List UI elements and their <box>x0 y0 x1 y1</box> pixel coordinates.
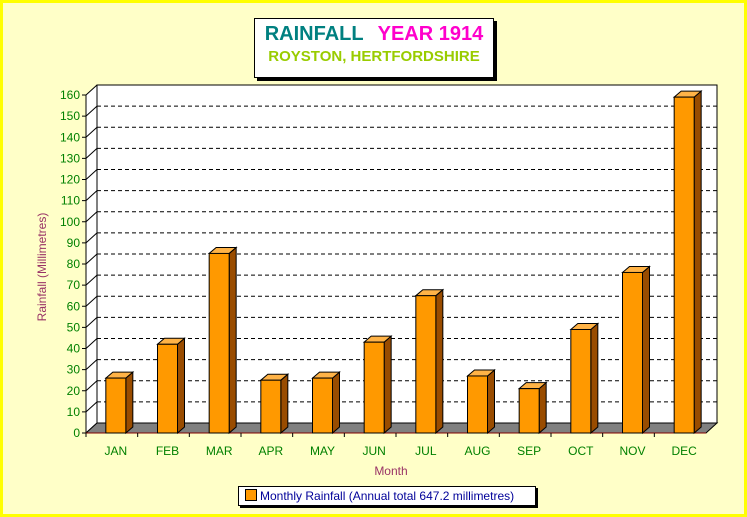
bar <box>673 96 695 434</box>
y-tick-label: 80 <box>67 257 81 271</box>
y-tick-label: 20 <box>67 384 81 398</box>
bar-side <box>590 322 599 435</box>
bar <box>105 377 127 434</box>
bar <box>570 328 592 434</box>
legend-swatch <box>245 489 257 501</box>
chart-subtitle: ROYSTON, HERTFORDSHIRE <box>268 48 480 65</box>
y-axis-title: Rainfall (Millimetres) <box>35 213 49 322</box>
wall-tick <box>85 359 98 370</box>
y-tick-label: 40 <box>67 342 81 356</box>
wall-tick <box>85 190 98 201</box>
y-tick-label: 0 <box>73 426 80 440</box>
bar <box>415 295 437 434</box>
bar-side <box>228 246 237 435</box>
wall-tick <box>85 148 98 159</box>
y-tick-label: 30 <box>67 363 81 377</box>
x-axis-title: Month <box>374 464 407 478</box>
y-tick-label: 150 <box>60 109 80 123</box>
x-tick-label: MAY <box>310 444 335 458</box>
x-tick-label: OCT <box>568 444 594 458</box>
wall-tick <box>85 338 98 349</box>
y-tick-label: 110 <box>61 194 80 208</box>
bar-side <box>487 368 495 435</box>
wall-tick <box>85 84 98 96</box>
x-tick-label: MAR <box>206 444 233 458</box>
wall-tick <box>85 401 98 413</box>
x-tick-label: JUN <box>362 444 385 458</box>
chart-title-line: RAINFALL YEAR 1914 <box>255 23 493 46</box>
bar-side <box>125 370 134 435</box>
bar <box>363 341 385 434</box>
bar <box>467 375 488 434</box>
bar <box>208 252 230 434</box>
bar <box>518 388 540 434</box>
x-tick-label: NOV <box>619 444 645 458</box>
chart-year: YEAR 1914 <box>377 23 484 45</box>
bar-side <box>435 288 444 435</box>
wall-tick <box>85 232 98 244</box>
y-tick-label: 70 <box>67 278 81 292</box>
bar-side <box>642 265 650 435</box>
bar-side <box>280 373 289 435</box>
bar <box>260 379 282 434</box>
chart-title: RAINFALL <box>264 23 364 45</box>
wall-tick <box>85 126 98 138</box>
y-tick-label: 140 <box>60 130 80 144</box>
wall-tick <box>85 105 98 117</box>
x-tick-label: DEC <box>671 444 697 458</box>
y-tick-label: 60 <box>67 299 81 313</box>
y-tick-label: 50 <box>67 320 81 334</box>
wall-tick <box>85 295 98 307</box>
y-tick-label: 160 <box>60 88 80 102</box>
y-tick-label: 130 <box>60 151 80 165</box>
x-tick-label: APR <box>258 444 283 458</box>
x-tick-label: AUG <box>464 444 490 458</box>
wall-tick <box>85 253 98 265</box>
bar <box>312 377 333 434</box>
wall-tick <box>85 380 98 392</box>
x-tick-label: JAN <box>104 444 127 458</box>
wall-tick <box>85 169 98 180</box>
bar-side <box>332 370 340 435</box>
legend-label: Monthly Rainfall (Annual total 647.2 mil… <box>260 489 515 503</box>
bar <box>157 343 178 434</box>
y-tick-label: 90 <box>67 236 81 250</box>
bar-side <box>383 335 392 435</box>
y-tick-label: 100 <box>60 215 80 229</box>
bar-side <box>177 337 185 435</box>
chart-title-box: RAINFALL YEAR 1914 ROYSTON, HERTFORDSHIRE <box>254 18 494 78</box>
x-tick-label: JUL <box>415 444 437 458</box>
bar-side <box>538 381 547 435</box>
bar-side <box>693 90 702 435</box>
wall-tick <box>85 211 98 223</box>
x-tick-label: FEB <box>156 444 179 458</box>
wall-tick <box>85 317 98 328</box>
x-tick-label: SEP <box>517 444 541 458</box>
legend: Monthly Rainfall (Annual total 647.2 mil… <box>238 486 536 506</box>
y-tick-label: 10 <box>67 405 81 419</box>
y-tick-label: 120 <box>60 173 80 187</box>
bar <box>622 271 643 434</box>
wall-tick <box>85 274 98 286</box>
